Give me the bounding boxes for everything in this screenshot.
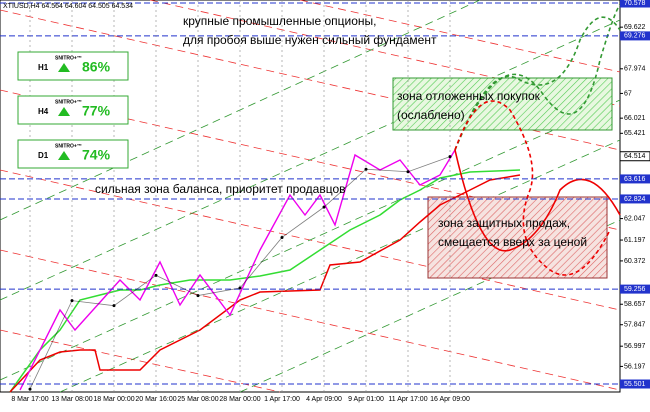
price-point (448, 155, 452, 159)
y-tick-label: 58.657 (624, 301, 646, 308)
level-label-bg (620, 0, 650, 8)
level-label: 69.276 (624, 33, 646, 40)
y-tick-label: 56.197 (624, 363, 646, 370)
widget-tf: D1 (38, 151, 49, 160)
level-label-bg (620, 379, 650, 389)
level-label: 63.616 (624, 176, 646, 183)
y-tick-label: 69.622 (624, 24, 646, 31)
widget-tf: H4 (38, 107, 49, 116)
widget-value: 86% (82, 59, 111, 75)
header: XTIUSD,H4 64.564 64.604 64.505 64.534 (3, 3, 133, 10)
widget-arrow (58, 151, 70, 160)
x-tick-label: 13 Mar 08:00 (51, 396, 92, 403)
annotation: зона защитных продаж, (438, 216, 570, 230)
annotation: (ослаблено) (397, 108, 465, 122)
level-label-bg (620, 31, 650, 41)
level-label-bg (620, 174, 650, 184)
y-tick-label: 67 (624, 90, 632, 97)
price-point (238, 286, 242, 290)
price-point (154, 273, 158, 277)
widget (17, 51, 129, 81)
level-label: 55.501 (624, 381, 646, 388)
price-point (364, 167, 368, 171)
price-point (112, 304, 116, 308)
y-tick-label: 62.047 (624, 215, 646, 222)
y-tick-label: 65.421 (624, 130, 646, 137)
widget-brand: SNITRO+™ (55, 99, 82, 105)
x-tick-label: 25 Mar 08:00 (177, 396, 218, 403)
price-point (322, 205, 326, 209)
level-label: 59.256 (624, 286, 646, 293)
annotation: крупные промышленные опционы, (183, 14, 376, 28)
annotation: смещается вверх за ценой (438, 235, 587, 249)
y-tick-label: 57.847 (624, 322, 646, 329)
x-tick-label: 4 Apr 09:00 (306, 396, 342, 403)
widget-value: 77% (82, 103, 111, 119)
last-price: 64.514 (624, 153, 646, 160)
level-label: 70.578 (624, 0, 646, 7)
widget-brand: SNITRO+™ (55, 55, 82, 61)
widget (17, 95, 129, 125)
widget (17, 139, 129, 169)
widget-value: 74% (82, 147, 111, 163)
price-point (280, 235, 284, 239)
price-point (196, 294, 200, 298)
x-tick-label: 18 Mar 00:00 (93, 396, 134, 403)
x-tick-label: 9 Apr 01:00 (348, 396, 384, 403)
x-tick-label: 28 Mar 00:00 (219, 396, 260, 403)
widget-brand: SNITRO+™ (55, 143, 82, 149)
drawings (0, 0, 621, 393)
price-point (406, 170, 410, 174)
level-label-bg (620, 284, 650, 294)
x-tick-label: 20 Mar 16:00 (135, 396, 176, 403)
price-point (28, 387, 32, 391)
widget-arrow (58, 107, 70, 116)
widget-arrow (58, 63, 70, 72)
price-point (70, 299, 74, 303)
y-tick-label: 56.997 (624, 343, 646, 350)
x-tick-label: 1 Apr 17:00 (264, 396, 300, 403)
x-tick-label: 8 Mar 17:00 (11, 396, 48, 403)
annotation: для пробоя выше нужен сильный фундамент (183, 33, 437, 47)
y-tick-label: 61.197 (624, 237, 646, 244)
annotation: зона отложенных покупок (397, 89, 541, 103)
widget-tf: H1 (38, 63, 49, 72)
y-tick-label: 66.021 (624, 115, 646, 122)
x-tick-label: 16 Apr 09:00 (430, 396, 470, 403)
y-tick-label: 67.974 (624, 66, 646, 73)
y-tick-label: 60.372 (624, 258, 646, 265)
x-tick-label: 11 Apr 17:00 (388, 396, 427, 403)
annotation: сильная зона баланса, приоритет продавцо… (95, 182, 346, 196)
level-label: 62.824 (624, 196, 646, 203)
level-label-bg (620, 194, 650, 204)
last-price-bg (619, 151, 650, 162)
